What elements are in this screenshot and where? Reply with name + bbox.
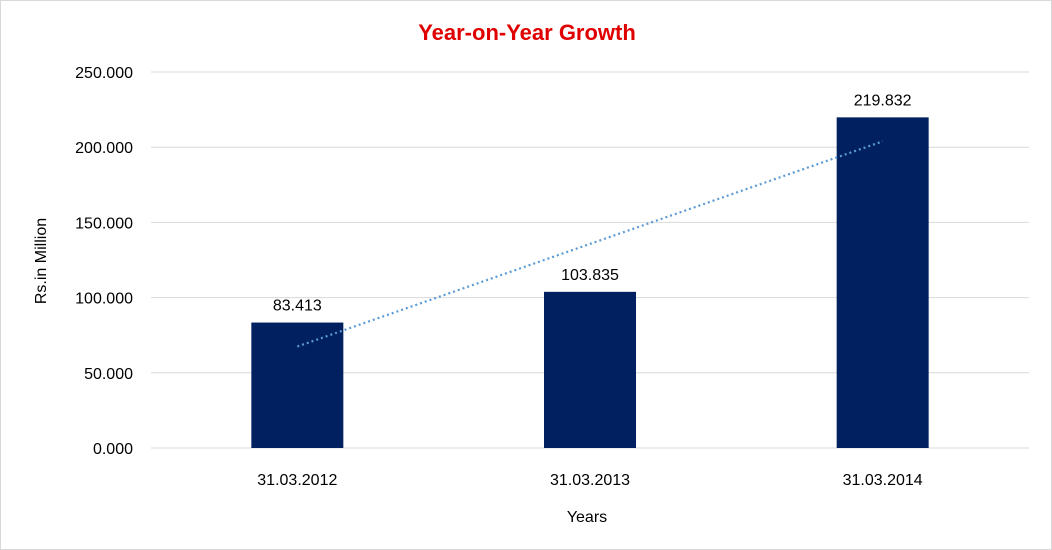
y-tick-label: 100.000: [75, 291, 133, 308]
y-tick-label: 0.000: [93, 441, 133, 458]
data-label: 103.835: [561, 267, 619, 284]
y-tick-label: 200.000: [75, 140, 133, 157]
x-category-label: 31.03.2013: [550, 472, 630, 489]
bar: [251, 322, 344, 448]
bar: [836, 117, 929, 448]
y-tick-label: 150.000: [75, 215, 133, 232]
x-category-label: 31.03.2014: [843, 472, 923, 489]
x-axis-categories: 31.03.2012 31.03.2013 31.03.2014: [257, 472, 923, 489]
y-tick-label: 250.000: [75, 65, 133, 82]
x-category-label: 31.03.2012: [257, 472, 337, 489]
x-axis-title: Years: [567, 509, 607, 526]
y-axis-ticks: 0.000 50.000 100.000 150.000 200.000 250.000: [75, 65, 133, 458]
data-labels: 83.413 103.835 219.832: [273, 92, 912, 314]
bars: [251, 117, 929, 448]
data-label: 83.413: [273, 298, 322, 315]
y-axis-title: Rs.in Million: [33, 218, 50, 304]
trendline-group: [296, 140, 884, 348]
data-label: 219.832: [854, 92, 912, 109]
chart-title: Year-on-Year Growth: [418, 20, 636, 45]
trendline: [296, 140, 884, 348]
y-tick-label: 50.000: [84, 366, 133, 383]
bar: [544, 291, 636, 448]
